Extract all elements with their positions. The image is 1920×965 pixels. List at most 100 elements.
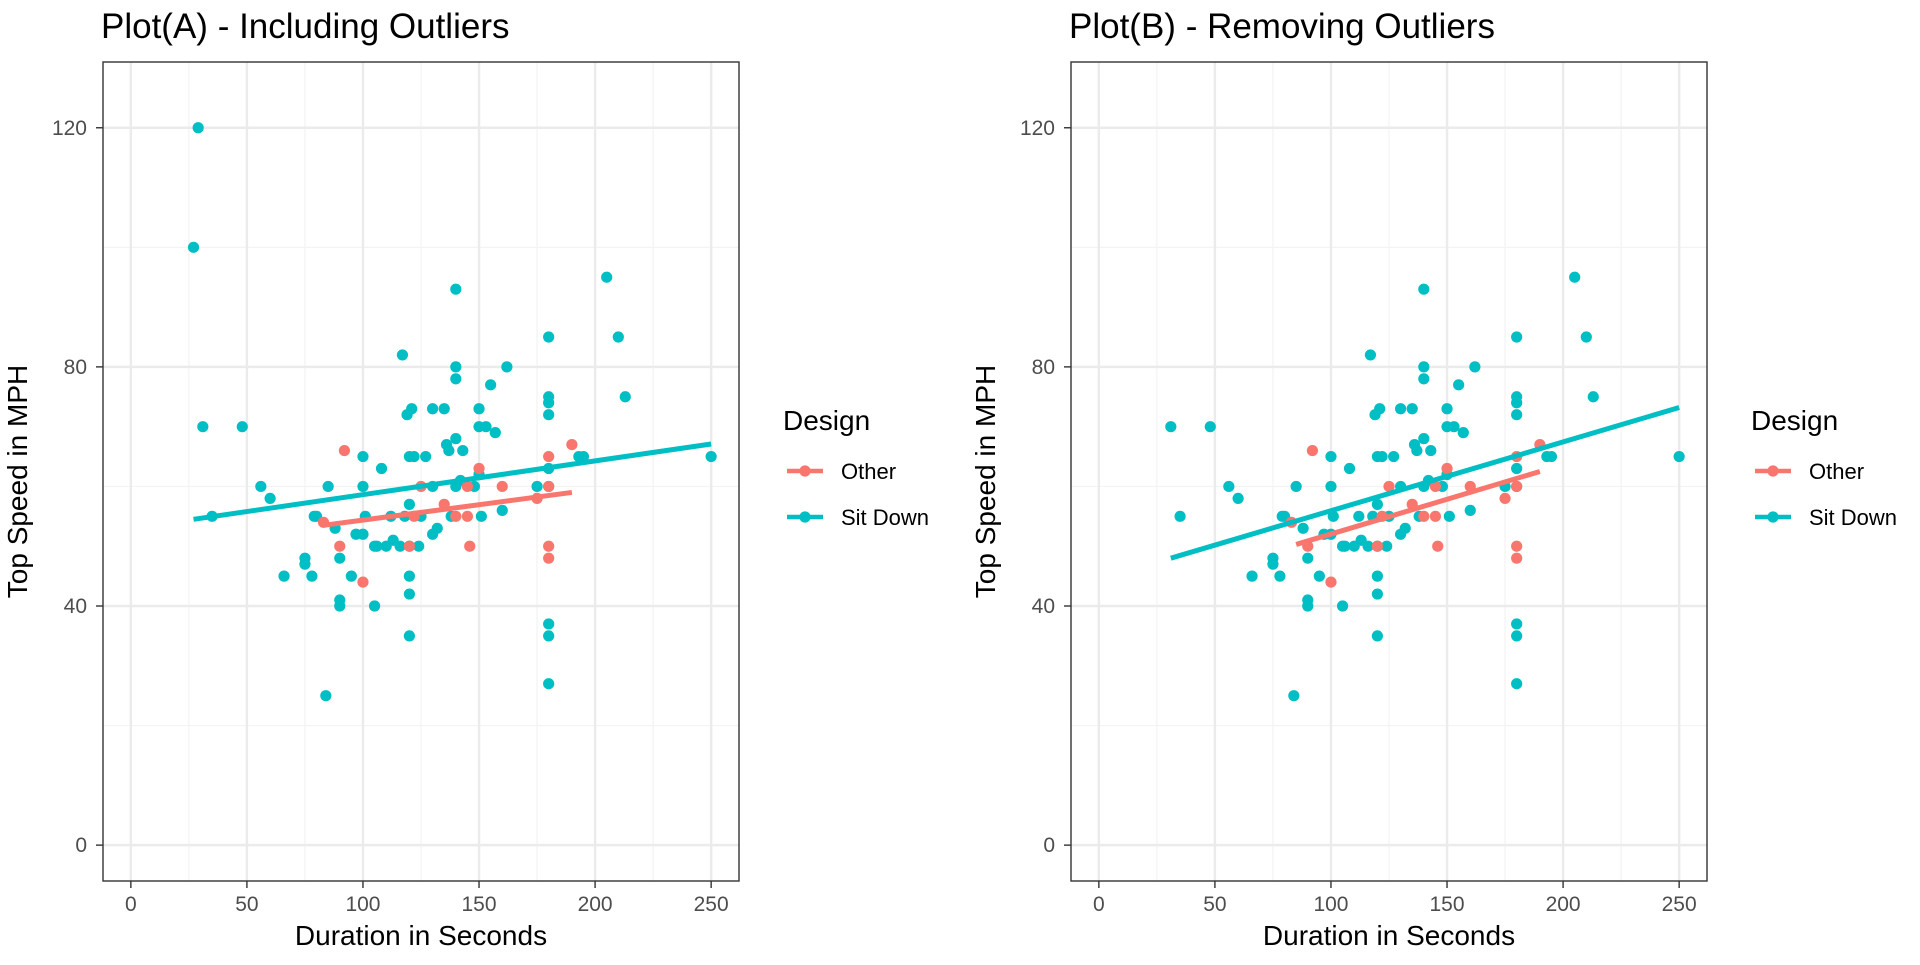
data-point-other xyxy=(496,480,508,493)
data-point-sit-down xyxy=(394,540,406,552)
plot-panel-a: 0 50 100 150 200 250 0 40 80 120 Plot(A) - Includi… xyxy=(2,7,929,951)
data-point-sit-down xyxy=(1362,540,1374,552)
y-tick-label: 0 xyxy=(1043,834,1055,857)
data-point-sit-down xyxy=(420,450,432,463)
data-point-sit-down xyxy=(1302,600,1314,612)
data-point-sit-down xyxy=(1418,373,1430,385)
legend-title: Design xyxy=(783,405,870,436)
data-point-sit-down xyxy=(1313,570,1325,582)
y-tick-label: 120 xyxy=(1020,117,1055,140)
legend-key-point-other xyxy=(799,465,811,477)
data-point-sit-down xyxy=(1325,450,1337,463)
legend-key-point-sit-down xyxy=(1767,511,1779,523)
data-point-other xyxy=(450,510,462,522)
plot-title: Plot(B) - Removing Outliers xyxy=(1069,7,1495,46)
data-point-sit-down xyxy=(577,450,590,463)
data-point-other xyxy=(464,540,476,552)
x-tick-label: 150 xyxy=(1430,893,1465,916)
y-tick-label: 40 xyxy=(1032,595,1055,618)
legend-key-point-other xyxy=(1767,465,1779,477)
data-point-sit-down xyxy=(450,361,462,373)
data-point-sit-down xyxy=(1457,427,1469,439)
data-point-sit-down xyxy=(1511,618,1523,630)
legend-label-sit-down: Sit Down xyxy=(1809,505,1897,530)
data-point-other xyxy=(1511,540,1523,552)
data-point-sit-down xyxy=(427,403,439,415)
data-point-sit-down xyxy=(1302,552,1314,564)
data-point-sit-down xyxy=(187,241,200,253)
data-point-other xyxy=(1429,480,1442,493)
data-point-other xyxy=(543,552,555,564)
data-point-sit-down xyxy=(543,630,555,642)
data-point-sit-down xyxy=(1232,492,1244,505)
x-tick-label: 200 xyxy=(578,893,613,916)
data-point-sit-down xyxy=(543,678,555,690)
data-point-sit-down xyxy=(1511,331,1523,343)
data-point-sit-down xyxy=(543,397,555,409)
data-point-sit-down xyxy=(1453,379,1465,391)
data-point-other xyxy=(566,438,578,451)
data-point-sit-down xyxy=(443,444,455,457)
x-tick-label: 50 xyxy=(235,893,258,916)
data-point-sit-down xyxy=(450,283,462,295)
data-point-sit-down xyxy=(1353,510,1365,522)
data-point-sit-down xyxy=(1376,450,1388,463)
legend: Design Other Sit Down xyxy=(783,405,929,530)
data-point-sit-down xyxy=(255,480,267,493)
data-point-sit-down xyxy=(1388,450,1400,463)
legend-label-other: Other xyxy=(1809,459,1864,484)
data-point-sit-down xyxy=(375,462,388,475)
data-point-other xyxy=(543,480,555,493)
legend-key-point-sit-down xyxy=(799,511,811,523)
fit-line-other xyxy=(323,489,573,528)
data-point-sit-down xyxy=(1364,349,1377,361)
data-point-sit-down xyxy=(408,450,420,463)
data-point-sit-down xyxy=(1580,331,1592,343)
data-point-sit-down xyxy=(371,540,383,552)
y-tick-label: 120 xyxy=(52,117,87,140)
data-point-sit-down xyxy=(299,558,311,570)
fit-line-other xyxy=(1295,469,1541,547)
data-point-other xyxy=(1499,492,1511,505)
data-point-sit-down xyxy=(1406,403,1418,415)
data-point-sit-down xyxy=(450,433,462,445)
data-point-other xyxy=(1432,540,1444,552)
panel-border xyxy=(102,61,740,882)
data-point-other xyxy=(1511,552,1523,564)
data-point-sit-down xyxy=(357,480,369,493)
data-point-sit-down xyxy=(457,444,469,457)
data-point-sit-down xyxy=(496,504,508,516)
data-point-other xyxy=(1441,462,1453,475)
data-point-sit-down xyxy=(485,379,497,391)
data-point-sit-down xyxy=(403,498,415,510)
data-point-sit-down xyxy=(1545,450,1558,463)
data-point-sit-down xyxy=(396,349,409,361)
data-point-other xyxy=(461,510,474,522)
data-point-sit-down xyxy=(475,510,487,522)
plot-panel-b: 0 50 100 150 200 250 0 40 80 120 Plot(B) - Removin… xyxy=(970,7,1897,951)
legend-label-sit-down: Sit Down xyxy=(841,505,929,530)
data-point-sit-down xyxy=(1511,630,1523,642)
data-point-sit-down xyxy=(489,427,501,439)
data-point-sit-down xyxy=(345,570,357,582)
data-point-other xyxy=(1429,510,1442,522)
data-point-sit-down xyxy=(431,522,443,534)
y-tick-label: 40 xyxy=(64,595,87,618)
fit-line-sit-down xyxy=(1170,405,1680,561)
data-point-sit-down xyxy=(334,600,346,612)
data-point-sit-down xyxy=(1511,397,1523,409)
data-point-sit-down xyxy=(306,570,318,582)
x-tick-label: 0 xyxy=(1093,893,1105,916)
data-point-sit-down xyxy=(1425,444,1437,457)
plot-title: Plot(A) - Including Outliers xyxy=(101,7,509,46)
data-point-sit-down xyxy=(1343,462,1356,475)
data-point-sit-down xyxy=(601,271,613,283)
data-point-sit-down xyxy=(1469,361,1481,373)
data-point-sit-down xyxy=(1371,630,1383,642)
data-point-other xyxy=(1306,444,1319,457)
data-point-sit-down xyxy=(1673,450,1685,463)
x-tick-label: 150 xyxy=(462,893,497,916)
data-point-sit-down xyxy=(543,331,555,343)
data-point-other xyxy=(543,450,555,463)
